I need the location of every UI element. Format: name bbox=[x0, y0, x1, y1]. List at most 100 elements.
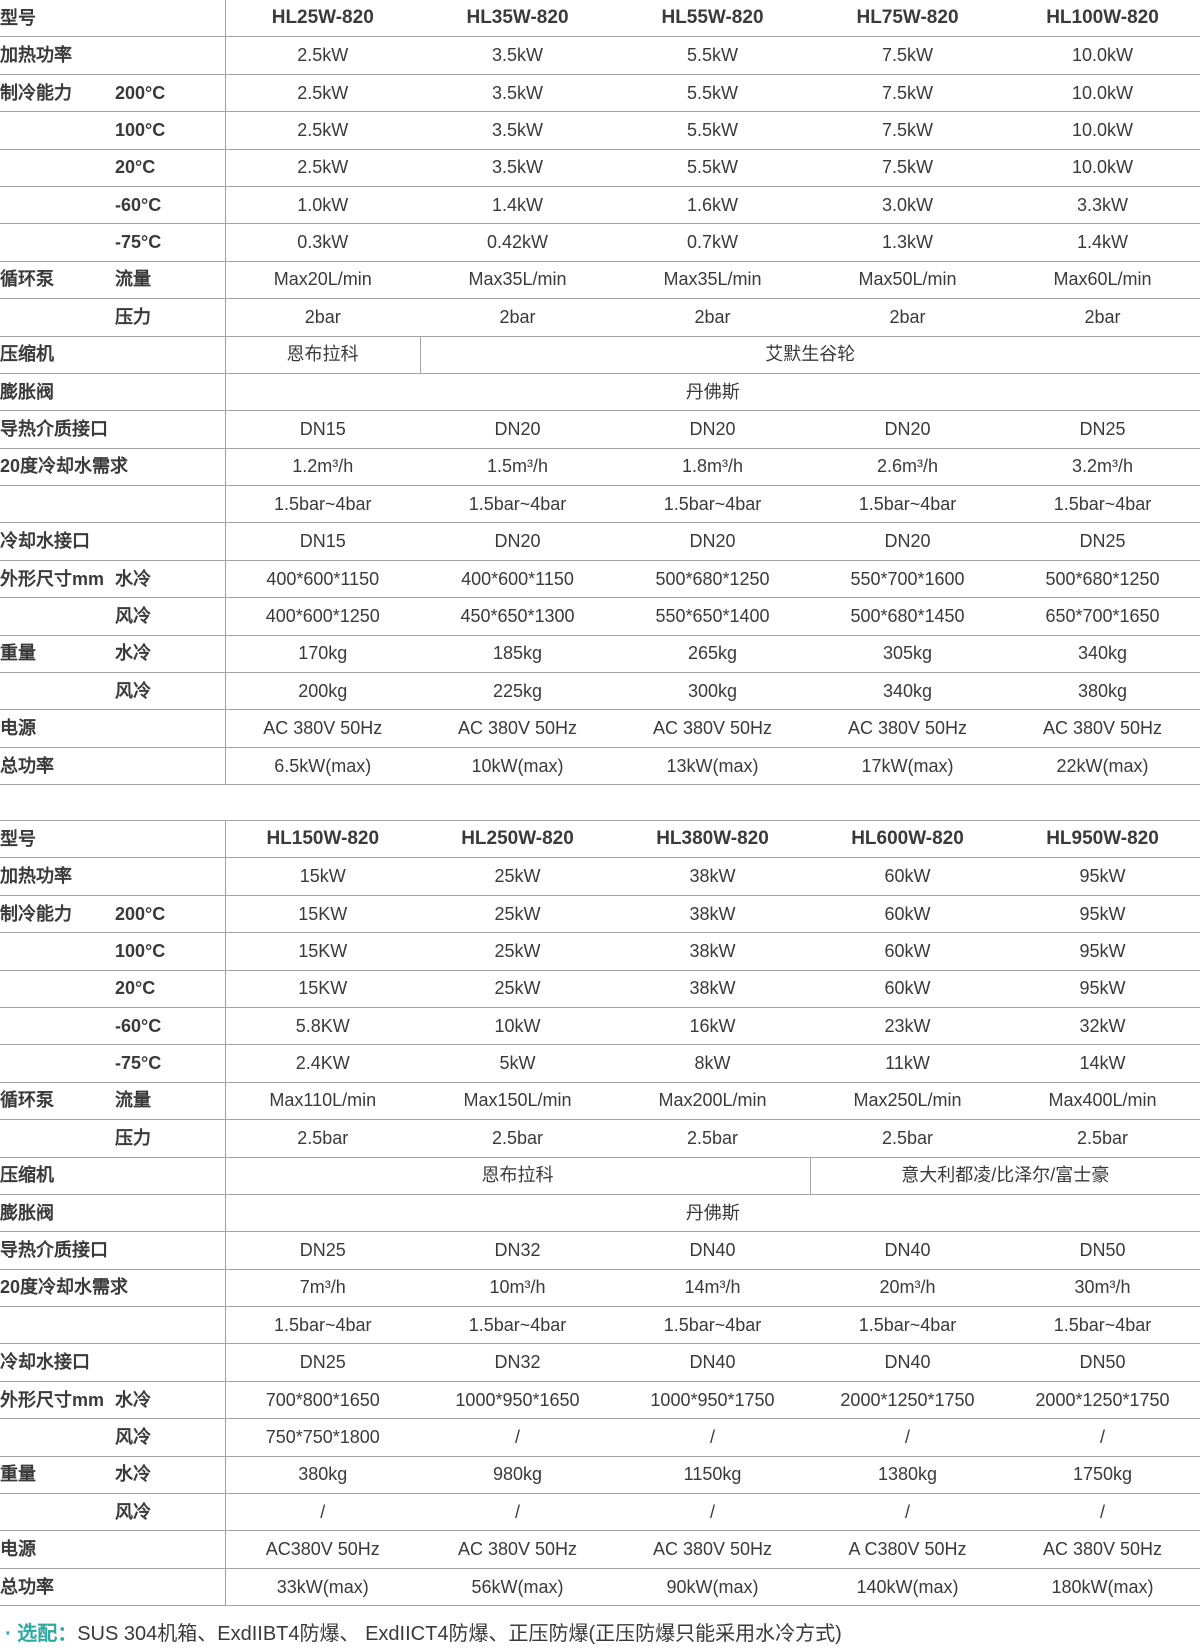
table-row: 压力 2.5bar 2.5bar 2.5bar 2.5bar 2.5bar bbox=[0, 1119, 1200, 1158]
cell-value: 3.2m³/h bbox=[1005, 448, 1200, 487]
cell-value: 10.0kW bbox=[1005, 74, 1200, 113]
cell-value: 300kg bbox=[615, 672, 810, 711]
cell-value: DN15 bbox=[225, 410, 420, 449]
row-label: 压缩机 bbox=[0, 336, 226, 374]
cell-value: DN20 bbox=[810, 410, 1005, 449]
cell-value: 5.5kW bbox=[615, 74, 810, 113]
cell-value: 3.5kW bbox=[420, 36, 615, 75]
cell-value: DN25 bbox=[225, 1231, 420, 1270]
row-sublabel: 200°C bbox=[115, 895, 226, 934]
row-label bbox=[0, 1493, 115, 1532]
table-row: 20度冷却水需求 1.2m³/h 1.5m³/h 1.8m³/h 2.6m³/h 3.2m… bbox=[0, 448, 1200, 487]
cell-value: 10.0kW bbox=[1005, 36, 1200, 75]
cell-value: 15kW bbox=[225, 857, 420, 896]
cell-value: AC 380V 50Hz bbox=[420, 709, 615, 748]
row-sublabel: 水冷 bbox=[115, 635, 226, 674]
cell-value: 95kW bbox=[1005, 857, 1200, 896]
cell-value: 2bar bbox=[225, 298, 420, 337]
cell-value: 2bar bbox=[615, 298, 810, 337]
cell-value: 1.3kW bbox=[810, 223, 1005, 262]
row-label bbox=[0, 672, 115, 711]
row-label: 膨胀阀 bbox=[0, 373, 226, 412]
cell-value: 265kg bbox=[615, 635, 810, 674]
table-row: 风冷 200kg 225kg 300kg 340kg 380kg bbox=[0, 672, 1200, 711]
row-sublabel: -75°C bbox=[115, 1044, 226, 1083]
cell-value: 95kW bbox=[1005, 932, 1200, 971]
cell-value: 15KW bbox=[225, 895, 420, 934]
cell-value: 38kW bbox=[615, 970, 810, 1008]
cell-value: 3.5kW bbox=[420, 149, 615, 187]
cell-value: 5.5kW bbox=[615, 36, 810, 75]
cell-value: 5.5kW bbox=[615, 111, 810, 150]
row-label bbox=[0, 223, 115, 262]
table-row: 制冷能力 200°C 15KW 25kW 38kW 60kW 95kW bbox=[0, 895, 1200, 934]
cell-value: 38kW bbox=[615, 857, 810, 896]
cell-value: 意大利都凌/比泽尔/富士豪 bbox=[810, 1157, 1200, 1195]
cell-value: 15KW bbox=[225, 970, 420, 1008]
row-label: 20度冷却水需求 bbox=[0, 448, 226, 487]
row-sublabel: 水冷 bbox=[115, 560, 226, 599]
cell-value: 38kW bbox=[615, 932, 810, 971]
row-label: 型号 bbox=[0, 820, 226, 859]
model-name: HL55W-820 bbox=[615, 0, 810, 38]
cell-value: AC 380V 50Hz bbox=[615, 709, 810, 748]
row-sublabel: 20°C bbox=[115, 149, 226, 187]
cell-value: 2000*1250*1750 bbox=[1005, 1381, 1200, 1420]
table-row: 加热功率 2.5kW 3.5kW 5.5kW 7.5kW 10.0kW bbox=[0, 36, 1200, 75]
cell-value: 25kW bbox=[420, 895, 615, 934]
cell-value: A C380V 50Hz bbox=[810, 1530, 1005, 1569]
table-row: -60°C 5.8KW 10kW 16kW 23kW 32kW bbox=[0, 1007, 1200, 1046]
cell-value: DN50 bbox=[1005, 1231, 1200, 1270]
options-footnote-text: SUS 304机箱、ExdIIBT4防爆、 ExdIICT4防爆、正压防爆(正压… bbox=[77, 1623, 842, 1645]
cell-value: DN40 bbox=[615, 1343, 810, 1382]
cell-value: 305kg bbox=[810, 635, 1005, 674]
row-sublabel: 流量 bbox=[115, 1082, 226, 1121]
cell-value: 3.5kW bbox=[420, 74, 615, 113]
cell-value: Max50L/min bbox=[810, 261, 1005, 300]
cell-value: 17kW(max) bbox=[810, 747, 1005, 786]
model-name: HL600W-820 bbox=[810, 820, 1005, 859]
row-sublabel: 水冷 bbox=[115, 1456, 226, 1495]
cell-value: 13kW(max) bbox=[615, 747, 810, 786]
cell-value: 5kW bbox=[420, 1044, 615, 1083]
table-row: 风冷 / / / / / bbox=[0, 1493, 1200, 1532]
cell-value: 380kg bbox=[225, 1456, 420, 1495]
model-name: HL150W-820 bbox=[225, 820, 420, 859]
cell-value: 340kg bbox=[1005, 635, 1200, 674]
cell-value: 38kW bbox=[615, 895, 810, 934]
cell-value: 7.5kW bbox=[810, 74, 1005, 113]
cell-value: / bbox=[810, 1418, 1005, 1457]
cell-value: 7.5kW bbox=[810, 149, 1005, 187]
cell-value: 1.6kW bbox=[615, 186, 810, 225]
cell-value: 10m³/h bbox=[420, 1269, 615, 1308]
cell-value: 7m³/h bbox=[225, 1269, 420, 1308]
table-row: -75°C 0.3kW 0.42kW 0.7kW 1.3kW 1.4kW bbox=[0, 223, 1200, 262]
table-row: 电源 AC380V 50Hz AC 380V 50Hz AC 380V 50Hz A C… bbox=[0, 1530, 1200, 1569]
table-row: 加热功率 15kW 25kW 38kW 60kW 95kW bbox=[0, 857, 1200, 896]
cell-value: 1.5bar~4bar bbox=[420, 485, 615, 524]
cell-value: 60kW bbox=[810, 857, 1005, 896]
table-row: -60°C 1.0kW 1.4kW 1.6kW 3.0kW 3.3kW bbox=[0, 186, 1200, 225]
row-label: 加热功率 bbox=[0, 36, 226, 75]
cell-value: AC 380V 50Hz bbox=[810, 709, 1005, 748]
row-label: 循环泵 bbox=[0, 1082, 115, 1121]
cell-value: 2.5bar bbox=[810, 1119, 1005, 1158]
cell-value: DN32 bbox=[420, 1343, 615, 1382]
cell-value: DN40 bbox=[810, 1231, 1005, 1270]
cell-value: 艾默生谷轮 bbox=[420, 336, 1200, 374]
row-label: 重量 bbox=[0, 1456, 115, 1495]
cell-value: / bbox=[810, 1493, 1005, 1532]
cell-value: 10kW(max) bbox=[420, 747, 615, 786]
cell-value: 95kW bbox=[1005, 970, 1200, 1008]
row-label: 型号 bbox=[0, 0, 226, 38]
cell-value: 550*700*1600 bbox=[810, 560, 1005, 599]
cell-value: 6.5kW(max) bbox=[225, 747, 420, 786]
cell-value: 400*600*1150 bbox=[420, 560, 615, 599]
cell-value: 1.5bar~4bar bbox=[615, 485, 810, 524]
table-row: 型号 HL25W-820 HL35W-820 HL55W-820 HL75W-820 HL… bbox=[0, 0, 1200, 38]
table-row: 冷却水接口 DN25 DN32 DN40 DN40 DN50 bbox=[0, 1343, 1200, 1382]
cell-value: 95kW bbox=[1005, 895, 1200, 934]
table-row: 外形尺寸mm 水冷 400*600*1150 400*600*1150 500*680*… bbox=[0, 560, 1200, 599]
row-label bbox=[0, 1007, 115, 1046]
cell-value: / bbox=[1005, 1493, 1200, 1532]
